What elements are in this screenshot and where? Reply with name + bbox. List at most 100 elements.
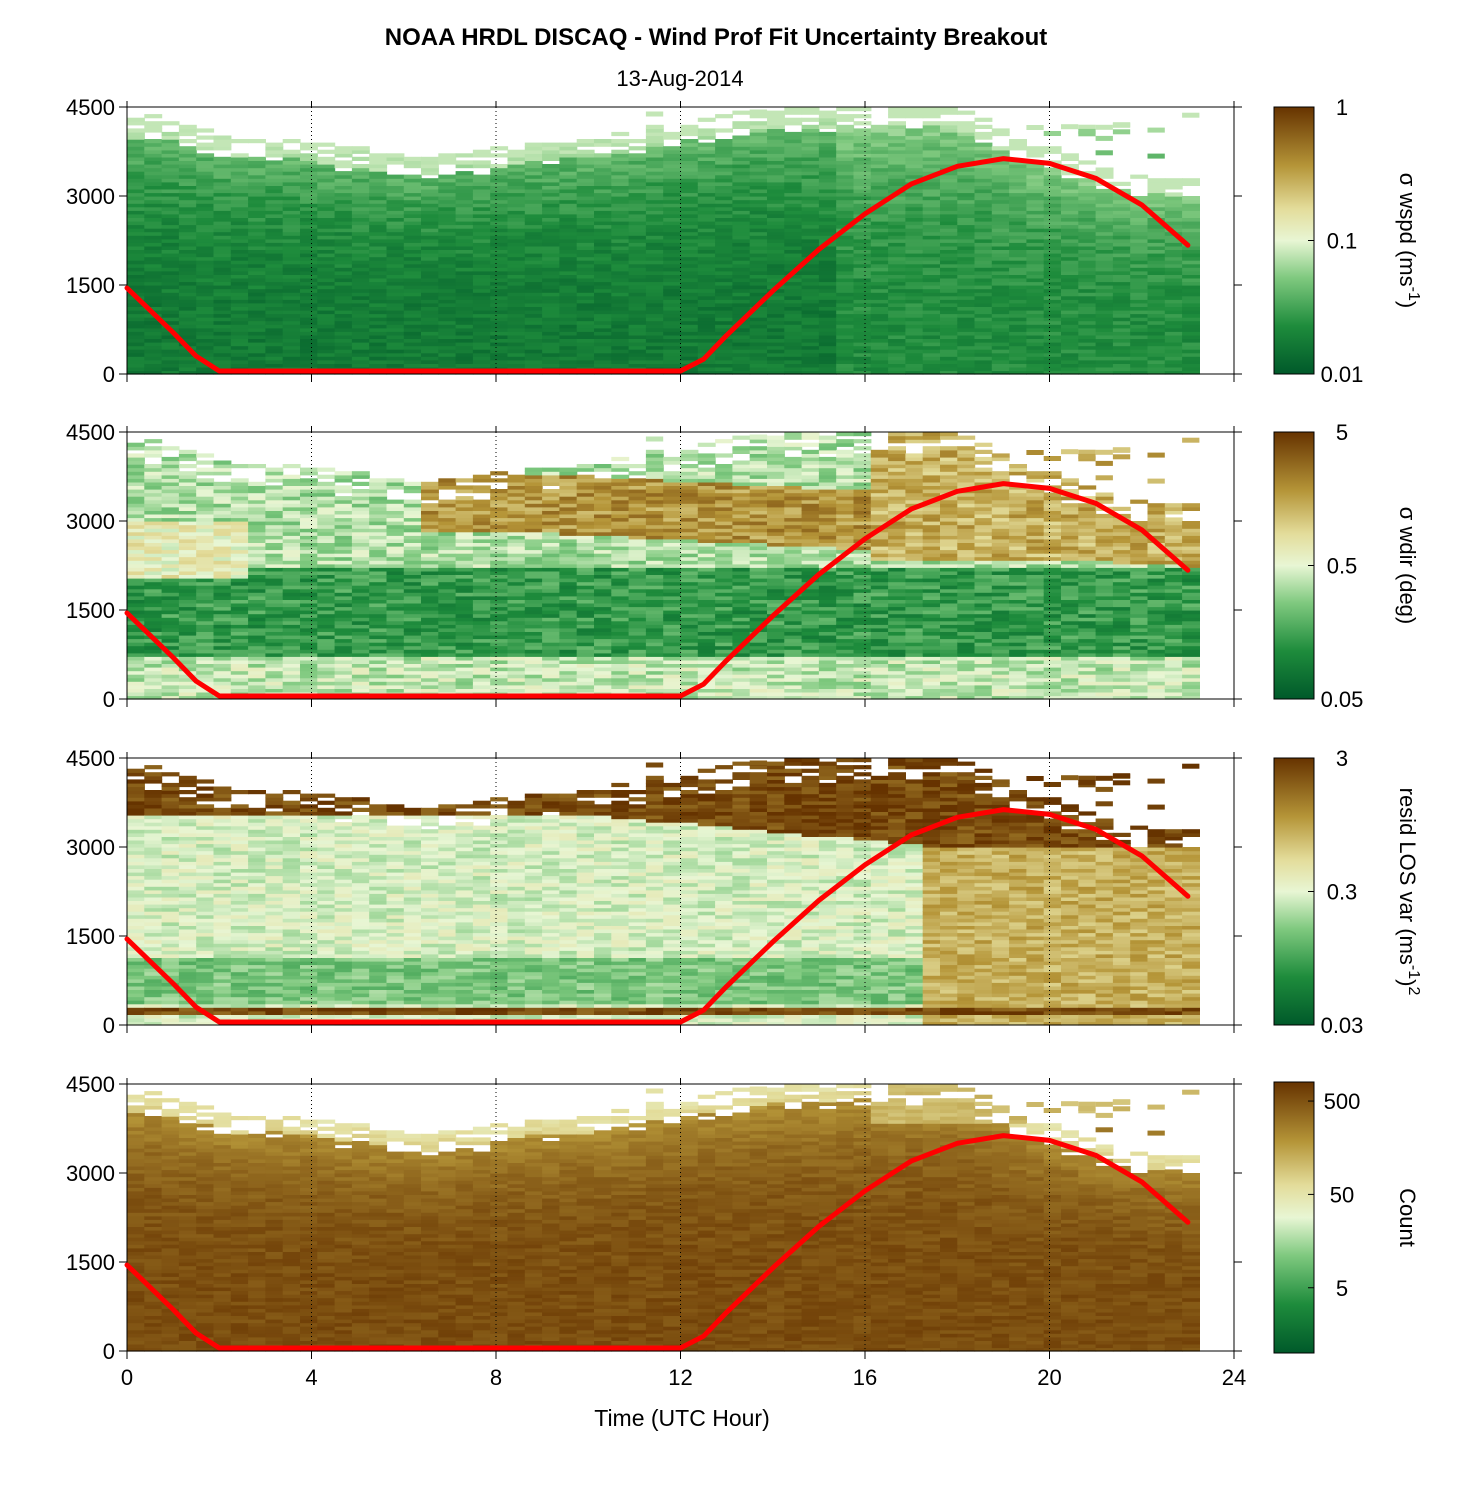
heatmap-cell	[369, 160, 388, 165]
heatmap-cell	[801, 124, 820, 129]
heatmap-cell	[853, 245, 872, 250]
heatmap-cell	[1182, 178, 1200, 183]
heatmap-cell	[818, 281, 837, 286]
heatmap-cell	[455, 327, 474, 332]
heatmap-cell	[749, 370, 768, 375]
heatmap-cell	[1009, 228, 1027, 233]
heatmap-cell	[922, 192, 941, 197]
heatmap-cell	[1043, 370, 1062, 375]
heatmap-cell	[490, 363, 509, 368]
heatmap-cell	[507, 349, 526, 354]
heatmap-cell	[161, 334, 180, 339]
heatmap-cell	[230, 524, 249, 529]
heatmap-cell	[1130, 210, 1149, 215]
heatmap-cell	[1095, 338, 1114, 343]
heatmap-cell	[127, 217, 145, 222]
heatmap-cell	[905, 231, 924, 236]
heatmap-cell	[161, 599, 180, 604]
heatmap-cell	[230, 213, 249, 218]
heatmap-cell	[144, 467, 163, 472]
heatmap-cell	[715, 206, 733, 211]
heatmap-cell	[767, 185, 785, 190]
heatmap-cell	[300, 581, 318, 586]
heatmap-cell	[559, 313, 578, 318]
heatmap-cell	[784, 306, 803, 311]
heatmap-cell	[421, 235, 439, 240]
heatmap-cell	[178, 645, 197, 650]
heatmap-cell	[940, 121, 958, 126]
heatmap-cell	[334, 638, 353, 643]
heatmap-cell	[1147, 260, 1166, 265]
heatmap-cell	[715, 349, 733, 354]
heatmap-cell	[369, 167, 388, 172]
heatmap-cell	[542, 359, 560, 364]
heatmap-cell	[369, 281, 388, 286]
heatmap-cell	[230, 317, 249, 322]
heatmap-cell	[213, 492, 232, 497]
heatmap-cell	[749, 345, 768, 350]
heatmap-cell	[248, 627, 266, 632]
heatmap-cell	[663, 263, 682, 268]
heatmap-cell	[161, 538, 180, 543]
heatmap-cell	[905, 363, 924, 368]
heatmap-cell	[386, 178, 405, 183]
heatmap-cell	[542, 260, 560, 265]
heatmap-cell	[1112, 317, 1131, 322]
heatmap-cell	[369, 203, 388, 208]
heatmap-cell	[801, 302, 820, 307]
heatmap-cell	[351, 313, 370, 318]
heatmap-cell	[317, 677, 336, 682]
heatmap-cell	[974, 135, 993, 140]
heatmap-cell	[161, 602, 180, 608]
heatmap-cell	[334, 274, 353, 279]
heatmap-cell	[991, 288, 1010, 293]
heatmap-cell	[472, 188, 491, 194]
heatmap-cell	[801, 171, 820, 176]
heatmap-cell	[940, 196, 958, 201]
heatmap-cell	[524, 178, 543, 183]
heatmap-cell	[957, 174, 976, 179]
heatmap-cell	[974, 149, 993, 154]
heatmap-cell	[818, 320, 837, 325]
heatmap-cell	[767, 270, 785, 275]
heatmap-cell	[922, 345, 941, 350]
heatmap-cell	[438, 156, 457, 161]
heatmap-cell	[196, 238, 215, 243]
heatmap-cell	[594, 295, 612, 300]
heatmap-cell	[455, 206, 474, 211]
heatmap-cell	[1078, 331, 1097, 336]
heatmap-cell	[957, 317, 976, 322]
heatmap-cell	[957, 295, 976, 300]
heatmap-cell	[542, 235, 560, 240]
heatmap-cell	[870, 192, 889, 197]
heatmap-cell	[1182, 288, 1200, 293]
heatmap-cell	[161, 674, 180, 679]
heatmap-cell	[611, 331, 630, 336]
heatmap-cell	[161, 567, 180, 572]
heatmap-cell	[230, 538, 249, 543]
heatmap-cell	[1026, 231, 1045, 236]
heatmap-cell	[801, 295, 820, 300]
heatmap-cell	[732, 345, 751, 350]
heatmap-cell	[178, 181, 197, 186]
heatmap-cell	[490, 249, 509, 254]
heatmap-cell	[490, 281, 509, 286]
heatmap-cell	[870, 210, 889, 215]
heatmap-cell	[196, 295, 215, 300]
heatmap-cell	[905, 277, 924, 283]
heatmap-cell	[836, 253, 855, 258]
heatmap-cell	[351, 542, 370, 547]
heatmap-cell	[282, 167, 301, 172]
heatmap-cell	[144, 659, 163, 664]
heatmap-cell	[230, 277, 249, 283]
heatmap-cell	[991, 274, 1010, 279]
heatmap-cell	[940, 185, 958, 190]
heatmap-cell	[784, 174, 803, 179]
heatmap-cell	[127, 506, 145, 511]
heatmap-cell	[715, 267, 733, 272]
heatmap-cell	[300, 220, 318, 226]
heatmap-cell	[801, 338, 820, 343]
heatmap-cell	[974, 245, 993, 250]
heatmap-cell	[1130, 352, 1149, 357]
heatmap-cell	[853, 199, 872, 204]
